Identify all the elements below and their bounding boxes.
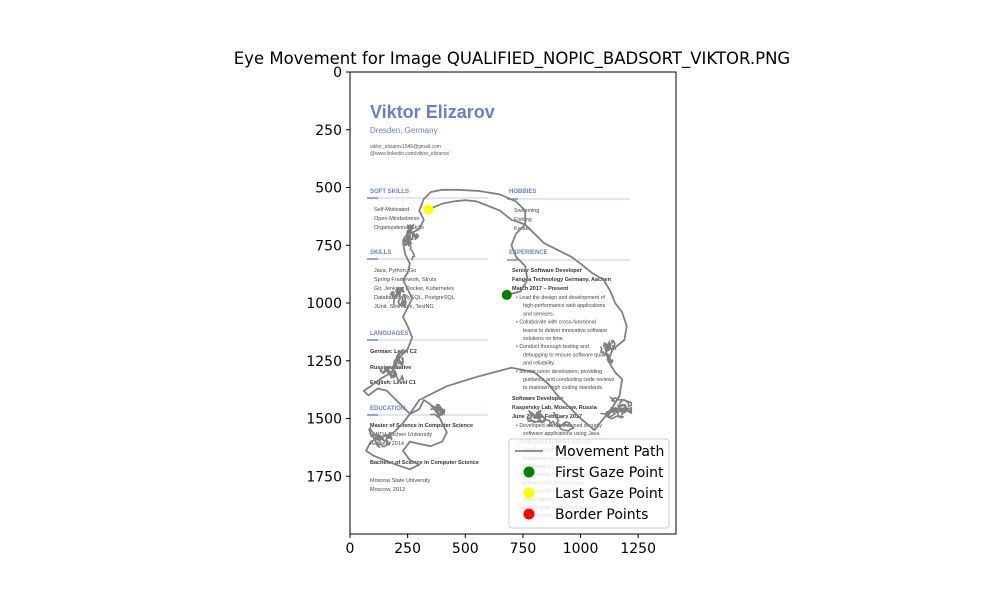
legend-yellow-dot-icon	[523, 487, 535, 499]
y-tick-label: 500	[315, 181, 342, 197]
bullet-line: and reliability.	[523, 361, 555, 367]
list-item: Karate	[514, 226, 530, 232]
bullet-line: teams to deliver innovative software	[523, 328, 607, 334]
legend-box	[508, 438, 670, 529]
x-tick-label: 0	[346, 541, 355, 557]
education-school: RWTH Aachen University	[370, 432, 432, 438]
x-axis: 0 250 500 750 1000 1250	[346, 534, 656, 557]
gaze-cluster-path	[526, 409, 575, 432]
list-item: Git, Jenkins, Docker, Kubernetes	[374, 286, 454, 292]
dense-gaze-clusters	[368, 223, 633, 449]
legend-entry: Last Gaze Point	[555, 486, 664, 502]
bullet-line: • Lead the design and development of	[516, 295, 606, 301]
x-tick-label: 1250	[620, 541, 656, 557]
section-title-languages: LANGUAGES	[370, 331, 408, 337]
job-role: Software Developer	[512, 396, 564, 402]
bullet-line: • Conduct thorough testing and	[516, 344, 589, 350]
list-item: Swimming	[514, 208, 539, 214]
chart-title: Eye Movement for Image QUALIFIED_NOPIC_B…	[234, 49, 790, 69]
legend: Movement Path First Gaze Point Last Gaze…	[508, 438, 670, 529]
list-item: Databases: MySQL, PostgreSQL	[374, 295, 455, 301]
education-degree: Bachelor of Science in Computer Science	[370, 460, 479, 466]
y-tick-label: 1500	[306, 412, 342, 428]
job-company: Kaspersky Lab, Moscow, Russia	[512, 405, 598, 411]
bullet-line: software applications using Java.	[523, 431, 601, 437]
gaze-cluster-path	[368, 426, 393, 449]
bullet-line: • Collaborate with cross-functional	[516, 320, 596, 326]
resume-linkedin: @www.linkedin.com/viktor_elizarov/	[370, 151, 450, 157]
list-item: Open-Mindedness	[374, 216, 419, 222]
job-company: Fangea Technology Germany, Aachen	[512, 277, 612, 283]
legend-entry: Border Points	[555, 507, 648, 523]
bullet-line: and services.	[523, 311, 554, 317]
education-place: Moscow, 2012	[370, 487, 405, 493]
resume-name: Viktor Elizarov	[370, 102, 495, 122]
education-school: Moscow State University	[370, 478, 430, 484]
job-bullets: • Lead the design and development of high…	[516, 295, 615, 391]
section-title-experience: EXPERIENCE	[509, 250, 548, 256]
education-degree: Master of Science in Computer Science	[370, 423, 473, 429]
list-item: Java, Python, Go	[374, 268, 416, 274]
gaze-cluster-path	[389, 286, 408, 308]
resume-location: Dresden, Germany	[370, 126, 438, 135]
legend-green-dot-icon	[523, 466, 535, 478]
job-dates: June 2012 – February 2017	[512, 414, 582, 420]
last-gaze-point	[423, 204, 434, 215]
y-tick-label: 1000	[306, 296, 342, 312]
list-item: JUnit, Selenium, TestNG	[374, 304, 434, 310]
first-gaze-point	[501, 289, 512, 300]
list-item: Fishing	[514, 217, 532, 223]
y-tick-label: 1750	[306, 469, 342, 485]
bullet-line: debugging to ensure software quality	[523, 352, 610, 358]
language-item: English: Level C1	[370, 380, 416, 386]
list-item: Self-Motivated	[374, 207, 409, 213]
bullet-line: • Mentor junior developers, providing	[516, 369, 602, 375]
bullet-line: solutions on time.	[523, 336, 564, 342]
y-axis: 0 250 500 750 1000 1250 1500 1750	[306, 65, 350, 485]
y-tick-label: 750	[315, 238, 342, 254]
y-tick-label: 250	[315, 123, 342, 139]
language-item: German: Level C2	[370, 349, 417, 355]
x-tick-label: 1000	[563, 541, 599, 557]
section-title-skills: SKILLS	[370, 250, 391, 256]
bullet-line: high-performance web applications	[523, 303, 605, 309]
job-role: Senior Software Developer	[512, 268, 583, 274]
movement-path	[362, 188, 628, 471]
legend-entry: First Gaze Point	[555, 465, 664, 481]
section-title-education: EDUCATION	[370, 406, 405, 412]
x-tick-label: 750	[510, 541, 537, 557]
legend-entry: Movement Path	[555, 444, 664, 460]
bullet-line: guidance and conducting code reviews	[523, 377, 615, 383]
gaze-cluster-path	[600, 396, 633, 420]
list-item: Organizational Skills	[374, 225, 424, 231]
job-dates: March 2017 – Present	[512, 286, 568, 292]
section-title-hobbies: HOBBIES	[509, 189, 536, 195]
resume-email: viktor_elizarov1546@gmail.com	[370, 144, 441, 150]
y-tick-label: 0	[333, 65, 342, 81]
x-tick-label: 500	[452, 541, 479, 557]
x-tick-label: 250	[394, 541, 421, 557]
gaze-cluster-path	[430, 403, 446, 418]
y-tick-label: 1250	[306, 354, 342, 370]
list-item: Spring Framework, Struts	[374, 277, 437, 283]
bullet-line: to maintain high coding standards.	[523, 385, 604, 391]
legend-red-dot-icon	[523, 508, 535, 520]
gaze-cluster-path	[379, 348, 404, 383]
section-title-soft-skills: SOFT SKILLS	[370, 189, 409, 195]
